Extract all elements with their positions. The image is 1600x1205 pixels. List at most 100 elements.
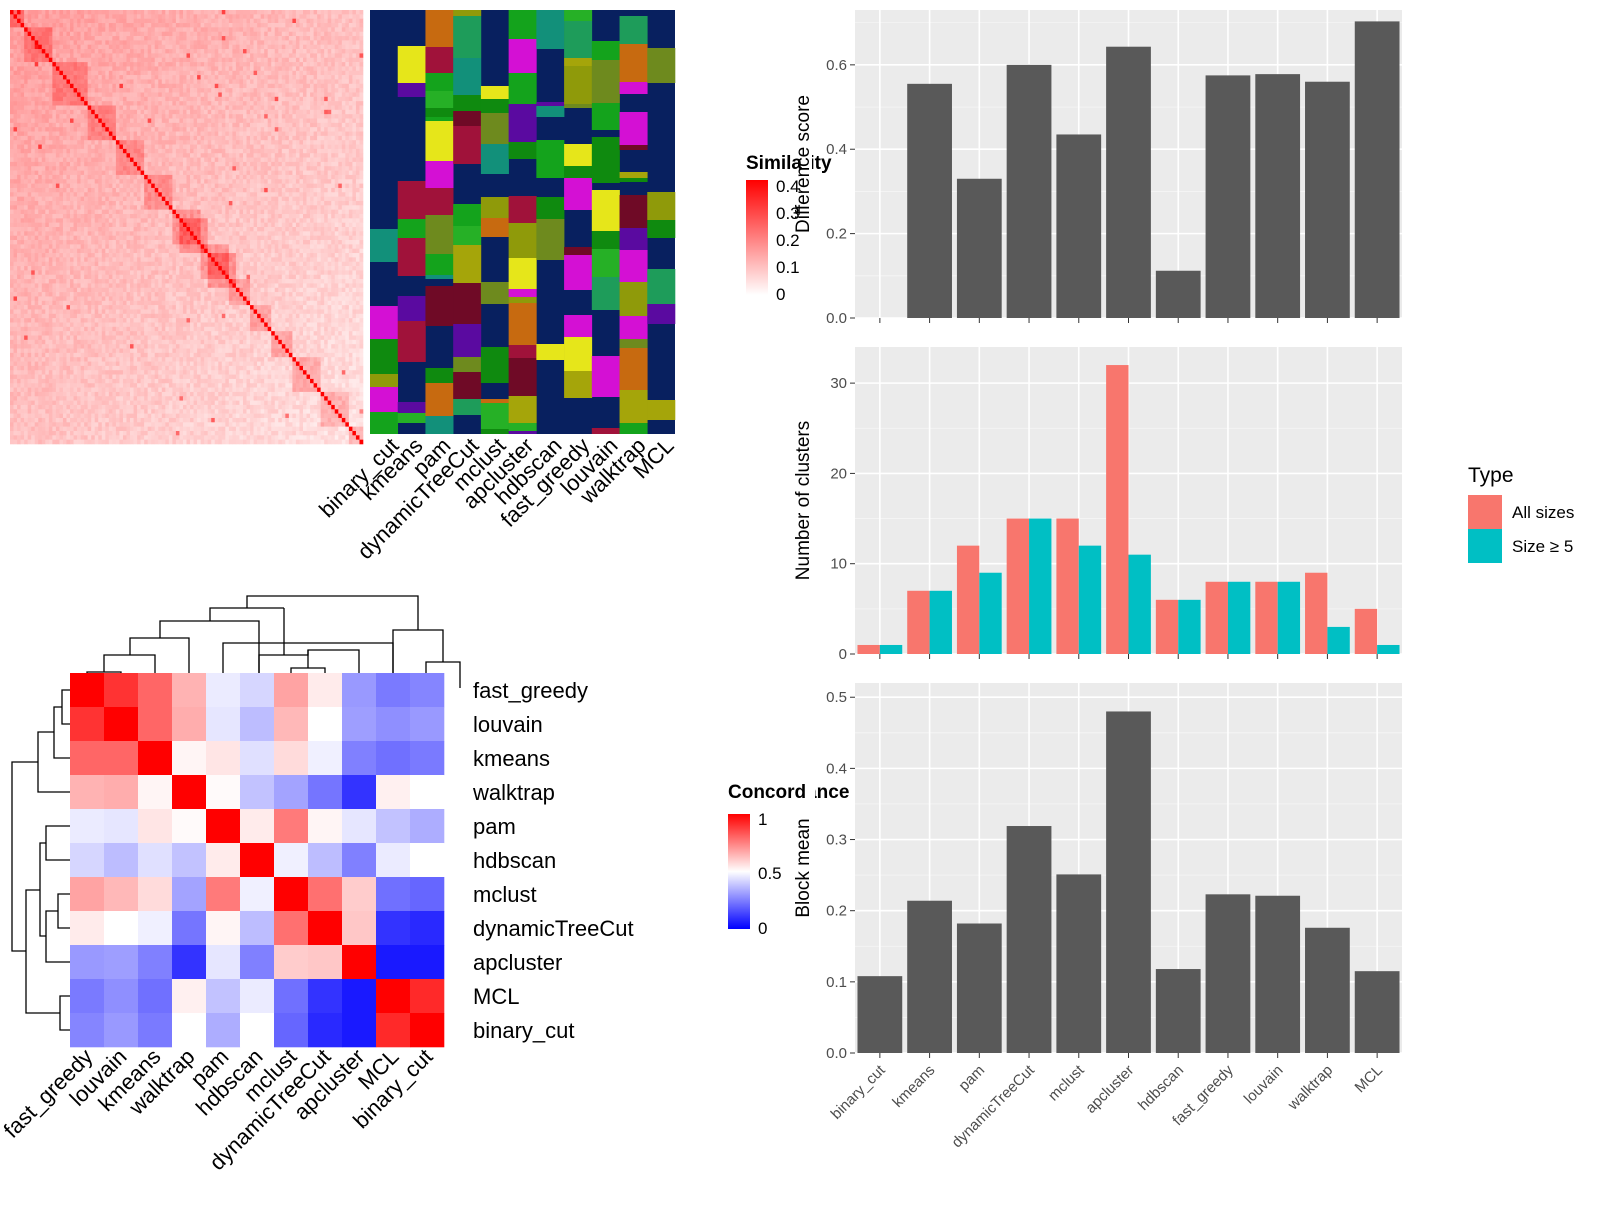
similarity-cell bbox=[207, 183, 212, 189]
similarity-cell bbox=[108, 200, 113, 206]
similarity-cell bbox=[20, 75, 25, 80]
similarity-cell bbox=[17, 209, 21, 215]
similarity-cell bbox=[52, 18, 57, 24]
similarity-cell bbox=[278, 83, 283, 89]
similarity-cell bbox=[288, 222, 293, 228]
similarity-cell bbox=[133, 27, 138, 32]
similarity-cell bbox=[200, 57, 205, 63]
similarity-cell bbox=[80, 213, 85, 219]
similarity-cell bbox=[331, 166, 336, 171]
similarity-cell bbox=[55, 96, 60, 102]
similarity-cell bbox=[225, 75, 230, 80]
similarity-cell bbox=[182, 174, 187, 180]
similarity-cell bbox=[193, 122, 198, 128]
similarity-cell bbox=[190, 62, 194, 67]
similarity-cell bbox=[271, 170, 276, 176]
similarity-cell bbox=[331, 36, 336, 41]
similarity-cell bbox=[84, 10, 88, 15]
similarity-cell bbox=[221, 92, 226, 98]
similarity-cell bbox=[91, 23, 96, 28]
similarity-cell bbox=[239, 209, 244, 215]
similarity-cell bbox=[281, 105, 286, 111]
similarity-cell bbox=[232, 62, 237, 67]
similarity-cell bbox=[38, 127, 43, 132]
similarity-cell bbox=[331, 200, 336, 206]
similarity-cell bbox=[151, 222, 156, 228]
similarity-cell bbox=[105, 200, 110, 206]
similarity-cell bbox=[324, 44, 328, 50]
similarity-cell bbox=[253, 105, 258, 111]
similarity-cell bbox=[126, 49, 131, 54]
similarity-cell bbox=[242, 209, 247, 215]
similarity-cell bbox=[172, 23, 177, 28]
similarity-cell bbox=[87, 148, 92, 154]
similarity-cell bbox=[55, 62, 60, 67]
similarity-cell bbox=[144, 75, 148, 80]
similarity-cell bbox=[267, 23, 272, 28]
similarity-cell bbox=[13, 218, 18, 223]
similarity-cell bbox=[295, 148, 300, 154]
similarity-cell bbox=[182, 36, 187, 41]
similarity-cell bbox=[302, 157, 307, 163]
similarity-cell bbox=[87, 218, 92, 223]
similarity-cell bbox=[41, 218, 46, 223]
similarity-cell bbox=[278, 31, 283, 37]
similarity-cell bbox=[221, 36, 226, 41]
similarity-cell bbox=[221, 75, 226, 80]
similarity-cell bbox=[285, 213, 290, 219]
similarity-cell bbox=[299, 31, 304, 37]
similarity-cell bbox=[345, 109, 350, 115]
similarity-cell bbox=[260, 213, 265, 219]
similarity-cell bbox=[310, 192, 314, 197]
similarity-cell bbox=[193, 192, 198, 197]
similarity-cell bbox=[27, 27, 32, 32]
similarity-cell bbox=[175, 75, 180, 80]
similarity-cell bbox=[119, 187, 124, 193]
similarity-cell bbox=[27, 222, 32, 228]
similarity-cell bbox=[45, 213, 50, 219]
similarity-cell bbox=[278, 27, 283, 32]
similarity-cell bbox=[52, 109, 57, 115]
similarity-cell bbox=[77, 31, 81, 37]
similarity-cell bbox=[345, 57, 350, 63]
similarity-cell bbox=[115, 122, 120, 128]
similarity-cell bbox=[253, 49, 258, 54]
similarity-cell bbox=[119, 44, 124, 50]
similarity-cell bbox=[302, 23, 307, 28]
similarity-cell bbox=[101, 75, 106, 80]
similarity-cell bbox=[306, 83, 311, 89]
similarity-cell bbox=[140, 153, 145, 158]
similarity-cell bbox=[154, 105, 159, 111]
similarity-cell bbox=[246, 135, 251, 141]
similarity-cell bbox=[108, 70, 113, 76]
similarity-cell bbox=[119, 23, 124, 28]
similarity-cell bbox=[52, 222, 57, 228]
similarity-cell bbox=[302, 62, 307, 67]
similarity-cell bbox=[41, 157, 46, 163]
similarity-cell bbox=[34, 101, 39, 106]
similarity-cell bbox=[10, 174, 14, 180]
similarity-cell bbox=[278, 144, 283, 150]
similarity-cell bbox=[299, 40, 304, 46]
similarity-cell bbox=[345, 83, 350, 89]
similarity-cell bbox=[271, 192, 276, 197]
similarity-cell bbox=[232, 66, 237, 72]
similarity-cell bbox=[235, 140, 240, 145]
similarity-cell bbox=[34, 31, 39, 37]
similarity-cell bbox=[77, 109, 81, 115]
similarity-cell bbox=[253, 92, 258, 98]
similarity-cell bbox=[313, 218, 318, 223]
similarity-cell bbox=[70, 118, 74, 124]
similarity-cell bbox=[34, 10, 39, 15]
similarity-cell bbox=[207, 101, 212, 106]
similarity-cell bbox=[250, 127, 254, 132]
similarity-cell bbox=[324, 135, 328, 141]
similarity-cell bbox=[13, 105, 18, 111]
similarity-cell bbox=[207, 166, 212, 171]
similarity-cell bbox=[91, 179, 96, 184]
similarity-cell bbox=[84, 166, 88, 171]
similarity-cell bbox=[334, 140, 339, 145]
similarity-cell bbox=[144, 161, 148, 167]
similarity-cell bbox=[10, 101, 14, 106]
similarity-cell bbox=[112, 200, 117, 206]
